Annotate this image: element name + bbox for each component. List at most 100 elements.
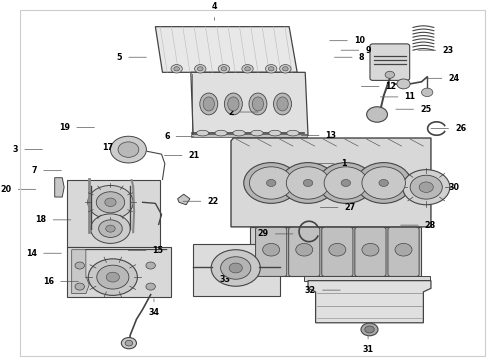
Circle shape (122, 338, 136, 349)
Circle shape (174, 67, 179, 71)
Ellipse shape (196, 130, 209, 136)
Polygon shape (193, 244, 280, 296)
Circle shape (105, 198, 116, 207)
Polygon shape (231, 138, 431, 227)
Circle shape (356, 163, 411, 203)
Text: 20: 20 (0, 185, 12, 194)
Circle shape (362, 243, 379, 256)
Circle shape (112, 140, 139, 159)
Circle shape (171, 64, 182, 73)
FancyBboxPatch shape (355, 227, 386, 276)
Ellipse shape (224, 93, 243, 115)
Circle shape (245, 67, 250, 71)
Text: 11: 11 (404, 93, 416, 102)
Polygon shape (72, 250, 167, 294)
Polygon shape (191, 72, 308, 136)
Text: 33: 33 (220, 275, 230, 284)
Text: 31: 31 (363, 345, 373, 354)
Circle shape (286, 167, 330, 199)
Circle shape (242, 64, 253, 73)
Ellipse shape (203, 97, 215, 111)
Ellipse shape (251, 130, 263, 136)
Circle shape (211, 250, 260, 286)
Text: 32: 32 (305, 285, 316, 294)
Polygon shape (67, 247, 171, 297)
Text: 21: 21 (189, 151, 199, 160)
Ellipse shape (277, 97, 288, 111)
Text: 34: 34 (148, 308, 159, 317)
Circle shape (88, 259, 137, 296)
Circle shape (263, 243, 280, 256)
Polygon shape (308, 281, 431, 323)
Text: 30: 30 (448, 183, 460, 192)
Circle shape (403, 170, 450, 205)
Ellipse shape (273, 93, 292, 115)
Circle shape (119, 144, 133, 155)
Circle shape (220, 257, 251, 279)
Text: 16: 16 (43, 277, 54, 286)
Circle shape (365, 326, 374, 333)
Text: 4: 4 (212, 2, 217, 11)
Ellipse shape (249, 93, 267, 115)
Circle shape (75, 262, 84, 269)
Circle shape (195, 64, 206, 73)
Ellipse shape (200, 93, 218, 115)
Text: 12: 12 (386, 82, 397, 91)
Text: 17: 17 (102, 143, 113, 152)
Circle shape (329, 243, 346, 256)
Circle shape (367, 107, 388, 122)
Text: 23: 23 (442, 46, 453, 55)
Circle shape (75, 283, 84, 290)
Circle shape (385, 71, 394, 78)
Text: 29: 29 (258, 229, 269, 238)
Text: 28: 28 (425, 221, 436, 230)
Circle shape (303, 180, 313, 186)
Circle shape (106, 272, 120, 282)
Circle shape (269, 67, 274, 71)
Circle shape (218, 64, 230, 73)
Text: 22: 22 (207, 197, 219, 206)
Circle shape (419, 182, 433, 193)
Ellipse shape (287, 130, 299, 136)
Circle shape (98, 220, 122, 238)
Polygon shape (55, 178, 64, 197)
FancyBboxPatch shape (289, 227, 320, 276)
Ellipse shape (252, 97, 264, 111)
Circle shape (221, 67, 227, 71)
Circle shape (97, 265, 129, 289)
Text: 24: 24 (448, 74, 460, 83)
FancyBboxPatch shape (370, 44, 410, 80)
Circle shape (110, 136, 147, 163)
Circle shape (318, 163, 373, 203)
Circle shape (146, 262, 155, 269)
Circle shape (324, 167, 368, 199)
Text: 26: 26 (455, 124, 466, 133)
Circle shape (281, 163, 336, 203)
Ellipse shape (228, 97, 239, 111)
Circle shape (410, 175, 442, 199)
Ellipse shape (215, 130, 227, 136)
Text: 25: 25 (420, 105, 431, 114)
FancyBboxPatch shape (322, 227, 353, 276)
Circle shape (283, 67, 288, 71)
Text: 19: 19 (59, 123, 70, 132)
Circle shape (229, 263, 243, 273)
Circle shape (266, 64, 277, 73)
Circle shape (88, 185, 133, 219)
Text: 2: 2 (228, 108, 234, 117)
Circle shape (197, 67, 203, 71)
Polygon shape (155, 27, 297, 72)
Text: 18: 18 (36, 215, 47, 224)
Circle shape (395, 243, 412, 256)
Circle shape (361, 323, 378, 336)
Circle shape (244, 163, 298, 203)
Circle shape (379, 180, 389, 186)
Ellipse shape (269, 130, 281, 136)
Circle shape (296, 243, 313, 256)
FancyBboxPatch shape (388, 227, 419, 276)
Circle shape (362, 167, 405, 199)
Circle shape (397, 79, 410, 89)
Circle shape (146, 283, 155, 290)
Polygon shape (177, 194, 190, 205)
Text: 10: 10 (354, 36, 365, 45)
